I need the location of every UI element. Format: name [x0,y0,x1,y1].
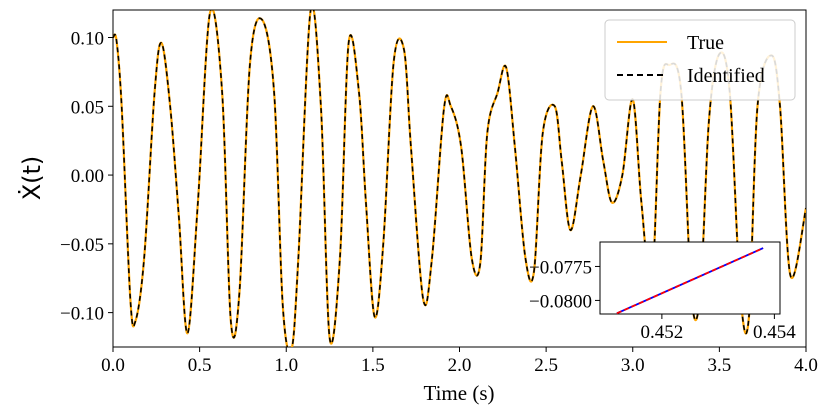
x-tick-label: 3.5 [708,355,732,376]
legend: True Identified [604,19,796,101]
inset-y-tick-label: −0.0800 [529,291,592,312]
x-tick-label: 0.5 [188,355,212,376]
inset-series [616,247,764,315]
series-layer [113,10,806,347]
legend-label-identified: Identified [687,65,765,87]
y-axis-label: Ẋ(t) [17,156,46,201]
legend-label-true: True [687,32,724,54]
x-tick-label: 0.0 [101,355,125,376]
legend-box [604,19,796,101]
x-tick-label: 3.0 [621,355,645,376]
x-tick-label: 4.0 [794,355,818,376]
x-tick-label: 1.0 [274,355,298,376]
series-line-true [113,10,806,347]
inset-zoom: 0.452 0.454 −0.0775 −0.0800 [529,241,796,343]
y-tick-label: −0.05 [60,235,104,256]
x-tick-label: 1.5 [361,355,385,376]
inset-x-tick-label: 0.452 [641,322,684,343]
inset-y-tick-label: −0.0775 [529,257,592,278]
y-axis: 0.10 0.05 0.00 −0.05 −0.10 [60,29,113,325]
y-tick-label: 0.00 [71,166,104,187]
inset-series-line-1 [616,247,764,315]
inset-x-tick-label: 0.454 [753,322,796,343]
x-axis-label: Time (s) [424,381,495,405]
x-tick-label: 2.0 [448,355,472,376]
y-tick-label: −0.10 [60,304,104,325]
x-axis: 0.0 0.5 1.0 1.5 2.0 2.5 3.0 3.5 4.0 [101,347,818,376]
inset-axes: 0.452 0.454 −0.0775 −0.0800 [529,257,796,343]
x-tick-label: 2.5 [534,355,558,376]
y-tick-label: 0.05 [71,97,104,118]
y-tick-label: 0.10 [71,29,104,50]
